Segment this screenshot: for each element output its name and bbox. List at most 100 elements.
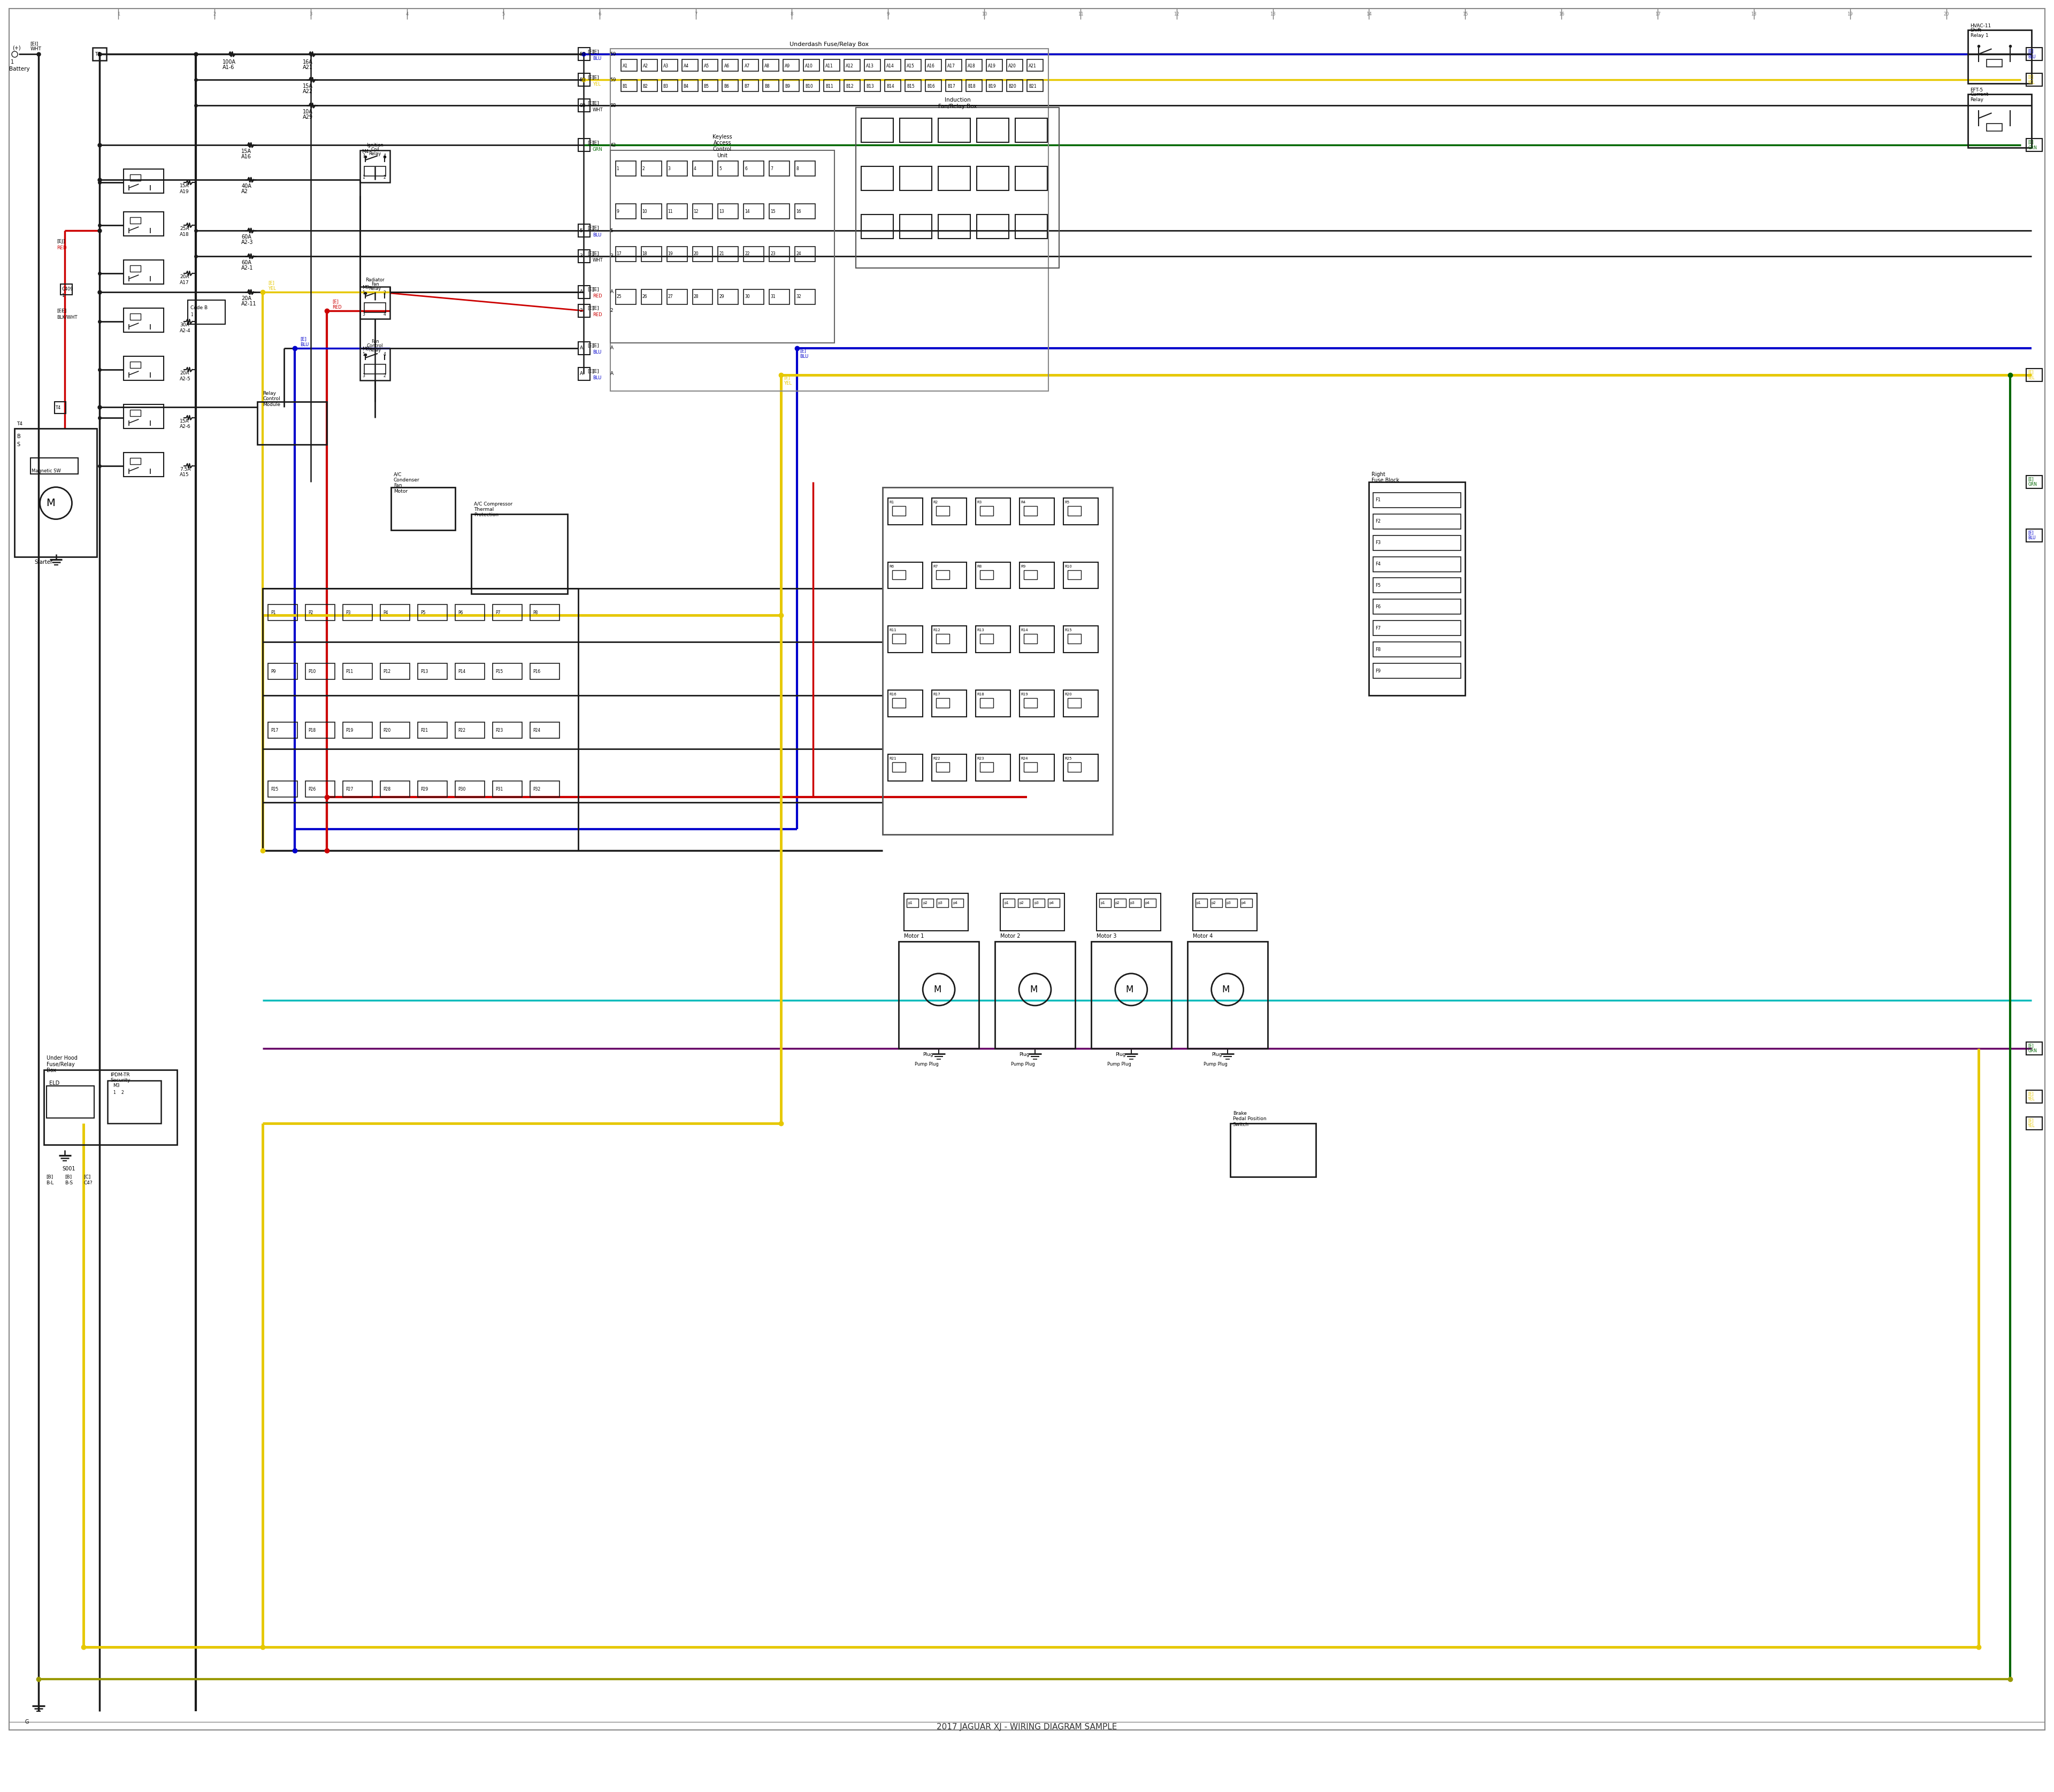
- Text: p2: p2: [1019, 901, 1023, 905]
- Bar: [937, 762, 949, 772]
- Bar: [359, 151, 390, 183]
- Text: 5: 5: [719, 167, 721, 170]
- Bar: [978, 215, 1009, 238]
- Text: YEL: YEL: [592, 82, 600, 86]
- Bar: [904, 894, 967, 930]
- Text: 40A: 40A: [242, 183, 251, 188]
- Text: 59: 59: [579, 77, 585, 82]
- Text: [E]: [E]: [587, 251, 594, 256]
- Bar: [1064, 625, 1099, 652]
- Bar: [641, 289, 661, 305]
- Text: BLU: BLU: [592, 349, 602, 355]
- Bar: [1374, 579, 1460, 593]
- Text: A13: A13: [867, 63, 875, 68]
- Text: [E]: [E]: [592, 75, 600, 79]
- Bar: [343, 781, 372, 797]
- Bar: [939, 167, 969, 190]
- Bar: [417, 663, 448, 679]
- Bar: [668, 161, 688, 176]
- Text: 1: 1: [62, 294, 64, 297]
- Bar: [129, 362, 142, 367]
- Text: Relay: Relay: [370, 287, 382, 292]
- Bar: [343, 604, 372, 620]
- Bar: [417, 781, 448, 797]
- Text: A14: A14: [887, 63, 893, 68]
- Text: 11: 11: [1078, 13, 1082, 16]
- Text: 30: 30: [746, 294, 750, 299]
- Text: Plug: Plug: [1019, 1052, 1029, 1057]
- Text: [E]: [E]: [587, 287, 594, 292]
- Text: 30A
A2-4: 30A A2-4: [181, 323, 191, 333]
- Text: [E]: [E]: [587, 75, 594, 79]
- Bar: [92, 48, 107, 61]
- Text: M: M: [1029, 986, 1037, 995]
- Bar: [641, 161, 661, 176]
- Bar: [824, 81, 840, 91]
- Text: A3: A3: [663, 63, 668, 68]
- Bar: [937, 898, 949, 907]
- Bar: [14, 428, 97, 557]
- Bar: [980, 505, 994, 516]
- Text: 1: 1: [117, 13, 119, 16]
- Text: 15A: 15A: [242, 149, 251, 154]
- Text: F2: F2: [1376, 520, 1380, 523]
- Text: F5: F5: [1376, 582, 1380, 588]
- Bar: [577, 48, 589, 61]
- Text: R19: R19: [1021, 694, 1027, 695]
- Text: 25A
A18: 25A A18: [181, 226, 189, 237]
- Text: [E]: [E]: [587, 369, 594, 373]
- Bar: [945, 59, 961, 72]
- Text: [E]: [E]: [592, 226, 600, 231]
- Bar: [1968, 30, 2031, 84]
- Text: P10: P10: [308, 668, 316, 674]
- Bar: [1986, 59, 2003, 66]
- Text: M8: M8: [362, 348, 370, 351]
- Text: 5: 5: [610, 228, 614, 233]
- Text: R18: R18: [978, 694, 984, 695]
- Text: P29: P29: [421, 787, 427, 792]
- Text: Underdash Fuse/Relay Box: Underdash Fuse/Relay Box: [789, 41, 869, 47]
- Bar: [380, 722, 409, 738]
- Text: p4: p4: [953, 901, 957, 905]
- Bar: [1068, 570, 1080, 579]
- Text: 27: 27: [668, 294, 674, 299]
- Bar: [978, 118, 1009, 142]
- Text: Plug: Plug: [1212, 1052, 1222, 1057]
- Bar: [783, 81, 799, 91]
- Text: A4: A4: [684, 63, 688, 68]
- Text: B4: B4: [684, 84, 688, 88]
- Bar: [1006, 81, 1023, 91]
- Text: A7: A7: [744, 63, 750, 68]
- Text: [E]: [E]: [592, 306, 600, 310]
- Bar: [1374, 493, 1460, 507]
- Text: p3: p3: [1130, 901, 1136, 905]
- Text: B21: B21: [1029, 84, 1037, 88]
- Bar: [123, 308, 164, 332]
- Text: p3: p3: [939, 901, 943, 905]
- Bar: [530, 781, 559, 797]
- Bar: [922, 898, 933, 907]
- Bar: [906, 898, 918, 907]
- Text: A6: A6: [723, 63, 729, 68]
- Bar: [2027, 1041, 2042, 1055]
- Bar: [2027, 138, 2042, 152]
- Text: HVAC-11: HVAC-11: [1970, 23, 1990, 29]
- Text: B9: B9: [785, 84, 791, 88]
- Text: P7: P7: [495, 611, 501, 615]
- Bar: [795, 204, 815, 219]
- Text: 3: 3: [610, 254, 614, 258]
- Bar: [939, 118, 969, 142]
- Text: 20A
A2-5: 20A A2-5: [181, 371, 191, 382]
- Text: Motor 4: Motor 4: [1193, 934, 1212, 939]
- Text: P24: P24: [532, 728, 540, 733]
- Text: 2: 2: [579, 308, 583, 314]
- Text: A16: A16: [242, 154, 251, 159]
- Text: 3: 3: [579, 254, 583, 258]
- Bar: [641, 81, 657, 91]
- Text: P32: P32: [532, 787, 540, 792]
- Text: B12: B12: [846, 84, 854, 88]
- Text: 1: 1: [99, 52, 101, 57]
- Text: Keyless
Access
Control
Unit: Keyless Access Control Unit: [713, 134, 731, 158]
- Text: Starter: Starter: [35, 559, 53, 564]
- Bar: [2027, 48, 2042, 61]
